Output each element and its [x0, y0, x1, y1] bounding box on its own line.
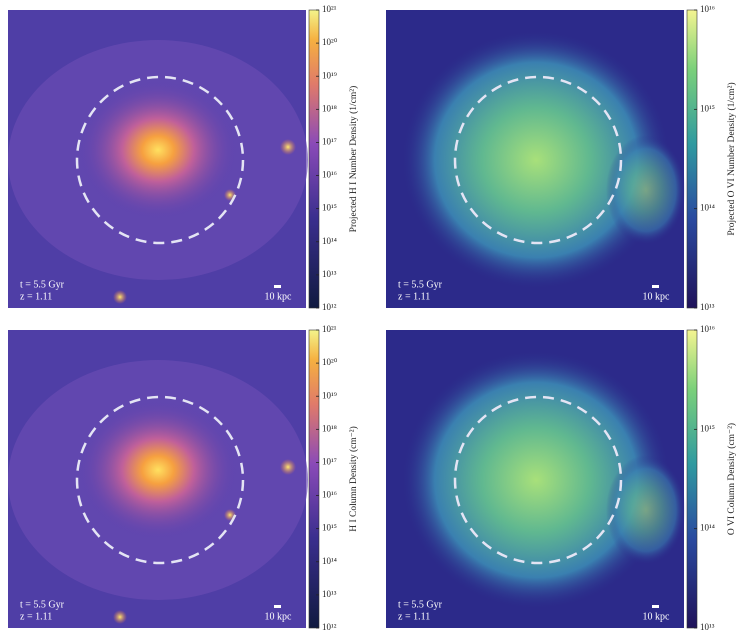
virial-radius: [75, 75, 245, 245]
colorbar-tick-label: 10¹⁴: [700, 523, 715, 533]
colorbar-tick-label: 10¹²: [322, 302, 337, 312]
scale-bar: [652, 285, 659, 288]
colorbar-tick-label: 10¹⁶: [322, 170, 337, 180]
metal-cloud: [606, 135, 686, 245]
scale-label: 10 kpc: [643, 611, 671, 622]
colorbar-tick-label: 10¹⁴: [700, 203, 715, 213]
colorbar-tick-label: 10¹⁶: [700, 4, 715, 14]
colorbar-tick-label: 10¹³: [322, 589, 337, 599]
colorbar-tick-label: 10¹⁵: [700, 103, 715, 113]
clump: [280, 459, 296, 475]
colorbar-tick-label: 10²¹: [322, 4, 337, 14]
colorbar-label: Projected O VI Number Density (1/cm²): [726, 82, 737, 235]
time-label: t = 5.5 Gyr: [20, 599, 65, 610]
clump: [113, 290, 127, 304]
colorbar-label: O VI Column Density (cm⁻²): [726, 423, 737, 535]
colorbar-tick-label: 10²⁰: [322, 37, 338, 47]
redshift-label: z = 1.11: [20, 291, 52, 302]
scale-label: 10 kpc: [643, 291, 671, 302]
scale-bar: [652, 605, 659, 608]
colorbar: [308, 329, 320, 629]
colorbar-label: H I Column Density (cm⁻²): [348, 426, 359, 532]
colorbar-tick-label: 10¹³: [700, 622, 715, 632]
colorbar-tick-label: 10¹⁴: [322, 236, 337, 246]
time-label: t = 5.5 Gyr: [398, 279, 443, 290]
colorbar-tick-label: 10¹⁶: [322, 490, 337, 500]
colorbar-tick-label: 10¹²: [322, 622, 337, 632]
redshift-label: z = 1.11: [398, 291, 430, 302]
scale-bar: [274, 605, 281, 608]
colorbar-tick-label: 10²¹: [322, 324, 337, 334]
redshift-label: z = 1.11: [20, 611, 52, 622]
scale-label: 10 kpc: [265, 611, 293, 622]
virial-radius: [453, 395, 623, 565]
virial-radius: [453, 75, 623, 245]
colorbar-tick-label: 10¹⁸: [322, 103, 337, 113]
metal-cloud: [606, 455, 686, 565]
colorbar-tick-label: 10¹³: [322, 269, 337, 279]
metal-cloud: [401, 350, 671, 610]
colorbar-tick-label: 10¹⁵: [700, 423, 715, 433]
colorbar-tick-label: 10¹⁵: [322, 523, 337, 533]
colorbar-tick-label: 10¹⁶: [700, 324, 715, 334]
colorbar-label: Projected H I Number Density (1/cm²): [348, 86, 359, 233]
redshift-label: z = 1.11: [398, 611, 430, 622]
scale-label: 10 kpc: [265, 291, 293, 302]
colorbar-tick-label: 10¹⁹: [322, 70, 337, 80]
dense-gas: [78, 80, 238, 220]
colorbar: [308, 9, 320, 309]
colorbar-tick-label: 10¹⁷: [322, 137, 337, 147]
colorbar-tick-label: 10¹⁷: [322, 457, 337, 467]
colorbar-tick-label: 10¹³: [700, 302, 715, 312]
time-label: t = 5.5 Gyr: [398, 599, 443, 610]
metal-cloud: [401, 30, 671, 290]
colorbar: [686, 9, 698, 309]
time-label: t = 5.5 Gyr: [20, 279, 65, 290]
colorbar-tick-label: 10¹⁵: [322, 203, 337, 213]
clump: [280, 139, 296, 155]
clump: [113, 610, 127, 624]
colorbar: [686, 329, 698, 629]
scale-bar: [274, 285, 281, 288]
colorbar-tick-label: 10¹⁸: [322, 423, 337, 433]
colorbar-tick-label: 10²⁰: [322, 357, 338, 367]
virial-radius: [75, 395, 245, 565]
dense-gas: [78, 400, 238, 540]
colorbar-tick-label: 10¹⁴: [322, 556, 337, 566]
colorbar-tick-label: 10¹⁹: [322, 390, 337, 400]
